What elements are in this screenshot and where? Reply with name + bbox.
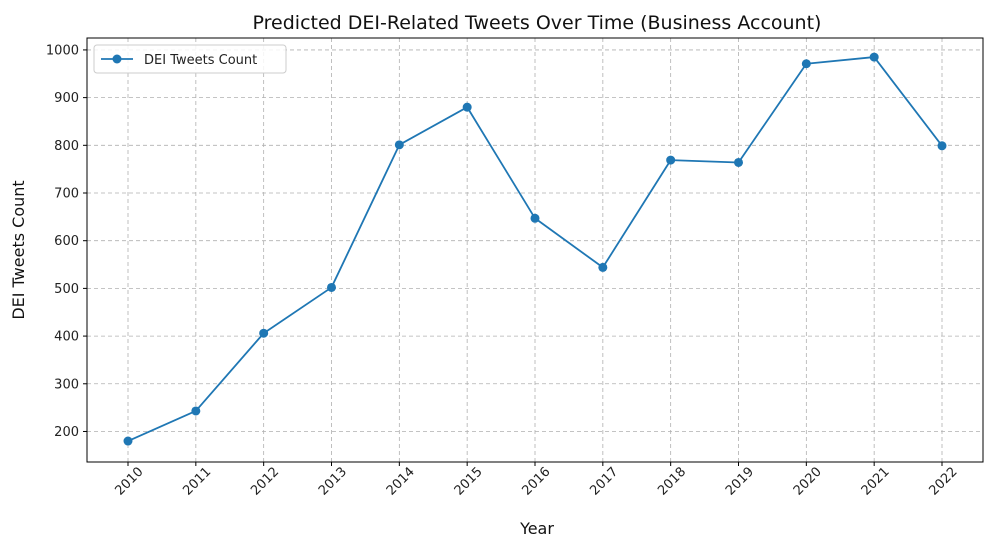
y-axis: 200 300 400 500 600 700 800 900 1000 [46, 43, 87, 440]
data-point-marker [123, 436, 133, 446]
y-tick-label: 400 [54, 330, 79, 345]
y-tick-label: 900 [54, 91, 79, 106]
grid [87, 38, 983, 462]
y-tick-label: 700 [54, 187, 79, 202]
data-point-marker [394, 140, 404, 150]
x-tick-label: 2016 [520, 465, 554, 499]
data-point-marker [327, 282, 336, 292]
y-tick-label: 200 [54, 425, 79, 440]
legend: DEI Tweets Count [93, 44, 287, 74]
data-point-marker [666, 155, 676, 165]
y-tick-label: 800 [54, 139, 79, 154]
data-point-marker [530, 213, 540, 223]
x-tick-label: 2015 [452, 465, 486, 499]
y-tick-label: 300 [54, 377, 79, 392]
x-tick-label: 2022 [927, 465, 961, 499]
x-tick-label: 2010 [113, 465, 147, 499]
data-point-marker [937, 141, 947, 151]
x-tick-label: 2013 [316, 465, 350, 499]
x-tick-label: 2019 [723, 465, 757, 499]
x-tick-label: 2020 [791, 465, 825, 499]
data-point-marker [598, 262, 608, 272]
y-tick-label: 600 [54, 234, 79, 249]
x-tick-label: 2021 [859, 465, 893, 499]
data-point-marker [734, 157, 743, 167]
legend-label: DEI Tweets Count [144, 53, 257, 68]
x-tick-label: 2011 [180, 465, 214, 499]
y-axis-title: DEI Tweets Count [9, 180, 28, 319]
x-axis: 2010 2011 2012 2013 2014 2015 2016 2017 2018 2019… [113, 462, 961, 499]
x-tick-label: 2012 [248, 465, 282, 499]
series-layer [123, 52, 947, 446]
y-tick-label: 1000 [46, 43, 79, 58]
y-tick-label: 500 [54, 282, 79, 297]
x-tick-label: 2018 [655, 465, 689, 499]
x-axis-title: Year [519, 519, 554, 538]
data-point-marker [801, 59, 811, 69]
chart-title: Predicted DEI-Related Tweets Over Time (… [253, 12, 822, 34]
x-tick-label: 2014 [384, 465, 418, 499]
data-point-marker [191, 406, 201, 416]
x-tick-label: 2017 [587, 465, 621, 499]
legend-marker-swatch [112, 54, 122, 64]
data-point-marker [462, 102, 472, 112]
data-point-marker [259, 328, 269, 338]
data-point-marker [869, 52, 879, 62]
legend-box [93, 44, 287, 74]
